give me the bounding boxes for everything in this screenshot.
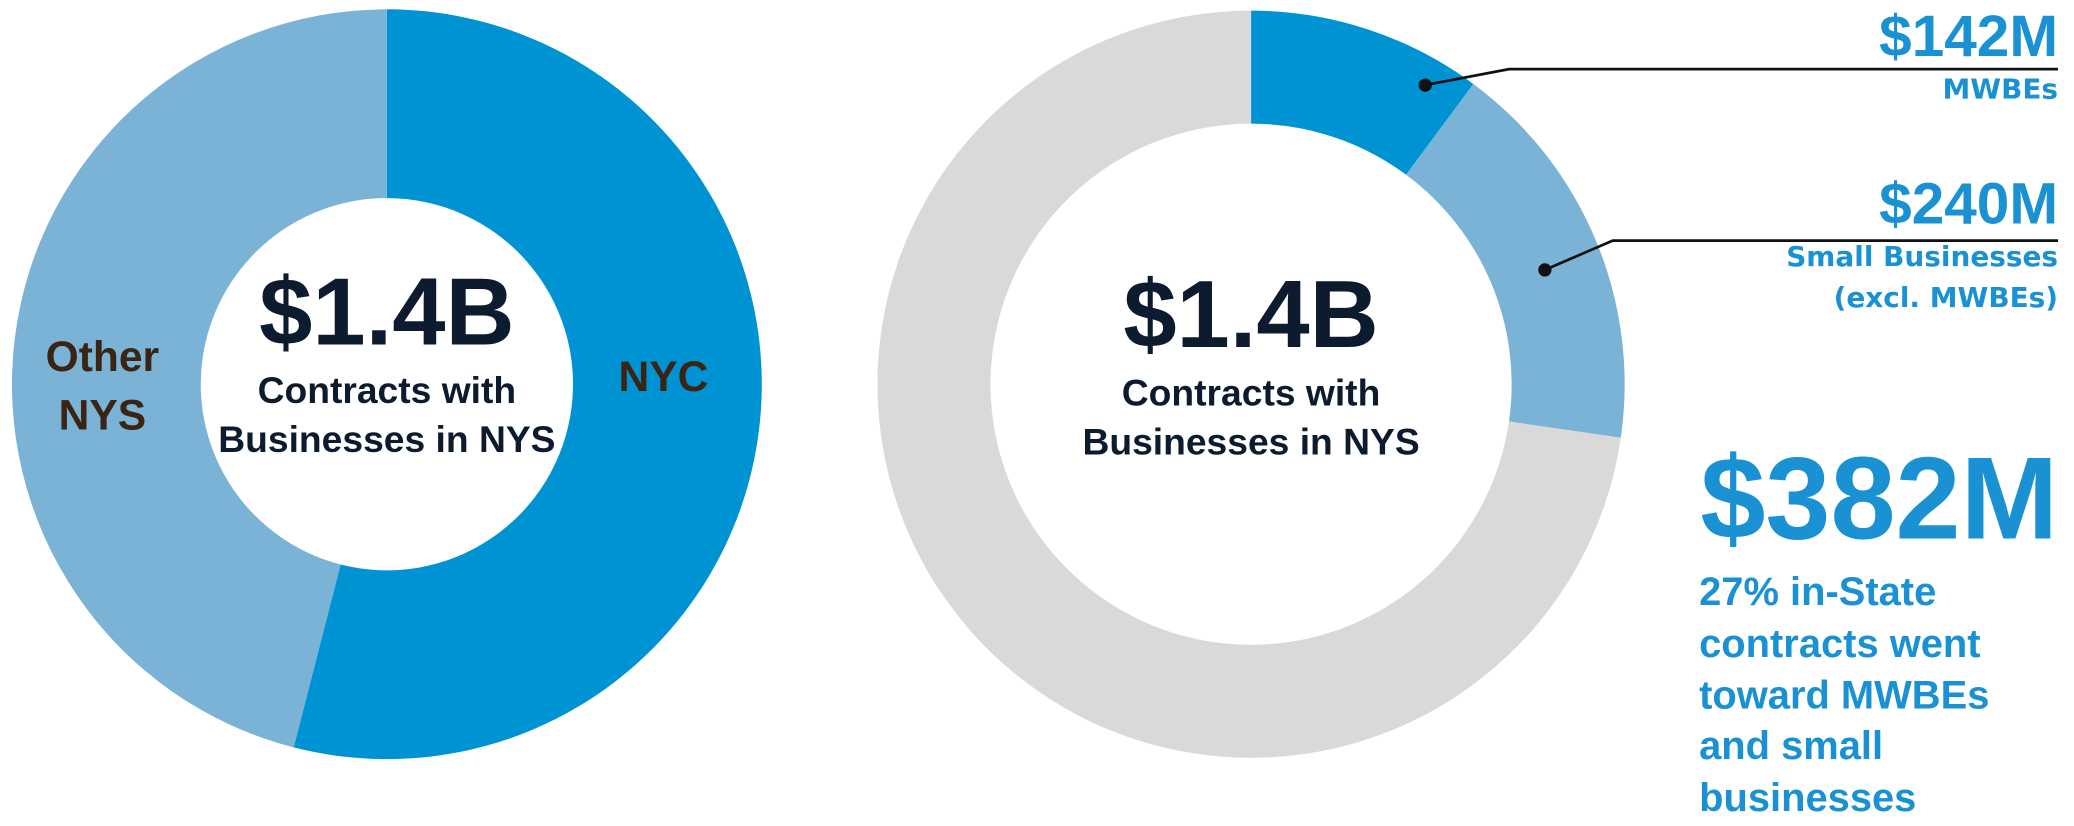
category-label: Small Businesses (excl. MWBEs) (1786, 240, 2059, 314)
center-label: Contracts with Businesses in NYS (218, 369, 556, 461)
callout: $142M MWBEs (1712, 5, 2058, 110)
donut-segment (11, 9, 387, 748)
center-value: $1.4B (259, 259, 515, 366)
center-value: $1.4B (1123, 261, 1379, 369)
leader-dot (1418, 78, 1432, 92)
leader-line (1424, 67, 2059, 87)
category-label: NYC (618, 352, 709, 401)
value-label: $240M (1879, 171, 2059, 237)
donut-segment (1251, 10, 1474, 175)
donut-segment (293, 9, 762, 760)
donut-segment (1406, 83, 1625, 438)
leader-line (1544, 239, 2059, 272)
center-label: Contracts with Businesses in NYS (1082, 372, 1420, 463)
category-label: MWBEs (1942, 73, 2059, 106)
leader-dot (1538, 263, 1552, 277)
center-block: $1.4B Contracts with Businesses in NYS (1065, 262, 1437, 467)
center-block: $1.4B Contracts with Businesses in NYS (201, 259, 573, 464)
donut-segment (877, 10, 1621, 758)
annotation-value: $382M (1700, 432, 2059, 564)
category-label: Other NYS (45, 332, 160, 439)
callout: $240M Small Businesses (excl. MWBEs) (1732, 171, 2059, 319)
annotation: 27% in-State contracts went toward MWBEs… (1699, 570, 1990, 821)
value-label: $142M (1879, 3, 2059, 70)
